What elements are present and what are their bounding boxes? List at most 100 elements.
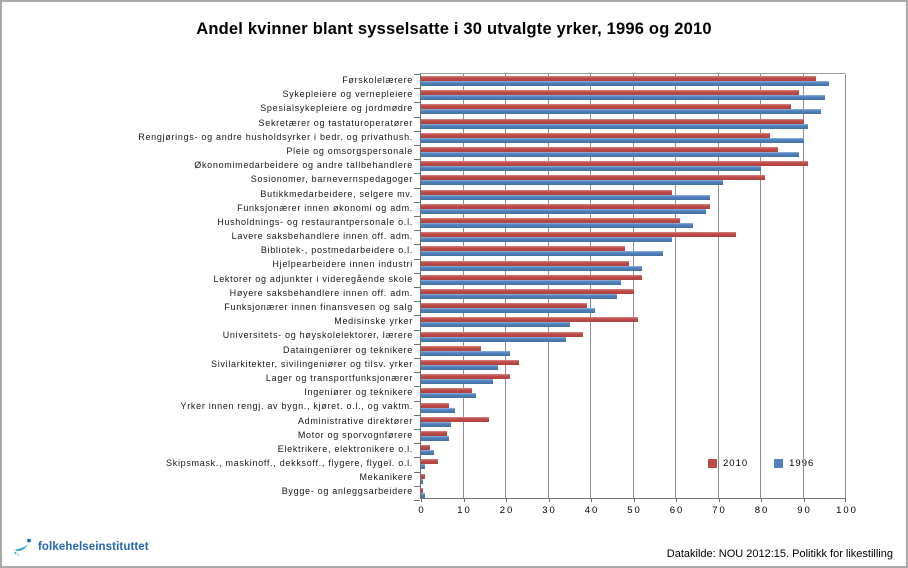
y-axis-tick	[414, 485, 420, 487]
fhi-logo-text: folkehelseinstituttet	[38, 541, 149, 553]
y-axis-tick	[414, 443, 420, 445]
bar-1996	[421, 223, 693, 228]
legend-item-2010: 2010	[708, 458, 748, 469]
x-axis-tick	[633, 498, 635, 502]
y-axis-tick	[414, 386, 420, 388]
x-axis-tick-label: 80	[754, 505, 770, 516]
bar-1996	[421, 194, 710, 200]
bar-2010	[421, 388, 472, 394]
gridline	[505, 74, 506, 498]
bar-2010	[421, 487, 424, 493]
bar-1996	[421, 251, 664, 257]
x-axis-tick	[718, 498, 720, 502]
category-label: Hjelpearbeidere innen industri	[272, 259, 413, 270]
x-axis-tick-label: 90	[797, 505, 812, 516]
x-axis-tick-label: 50	[627, 505, 642, 516]
bar-1996	[421, 308, 596, 314]
category-label: Dataingeniører og teknikere	[283, 344, 413, 355]
gridline	[462, 74, 464, 498]
category-label: Sekretærer og tastaturoperatører	[258, 117, 413, 128]
y-axis-tick	[414, 244, 420, 246]
bar-1996	[421, 478, 424, 484]
bar-2010	[421, 118, 804, 124]
category-label: Funksjonærer innen økonomi og adm.	[237, 202, 413, 213]
category-label: Butikkmedarbeidere, selgere mv.	[260, 188, 413, 199]
category-label: Husholdnings- og restaurantpersonale o.l…	[217, 216, 413, 227]
category-label: Sivilarkitekter, sivilingeniører og tils…	[211, 358, 413, 369]
bar-2010	[421, 203, 710, 209]
y-axis-tick	[414, 414, 420, 416]
gridline	[547, 74, 549, 498]
category-label: Funksjonærer innen finansvesen og salg	[224, 302, 413, 312]
fhi-logo-icon	[14, 538, 31, 556]
y-axis-tick	[414, 102, 420, 104]
bar-1996	[421, 393, 477, 399]
x-axis-tick	[548, 498, 550, 502]
bar-1996	[421, 322, 570, 328]
bar-2010	[421, 402, 449, 408]
y-axis-tick	[414, 500, 420, 501]
gridline	[717, 74, 719, 498]
gridline	[845, 74, 846, 498]
category-label: Skipsmask., maskinoff., dekksoff., flyge…	[166, 458, 413, 469]
x-axis-tick	[803, 498, 805, 502]
bar-2010	[421, 76, 817, 81]
category-labels: Førskolelærere Sykepleiere og vernepleier…	[2, 73, 413, 499]
x-axis-tick	[761, 498, 762, 502]
y-axis-tick	[414, 315, 420, 317]
x-axis-tick-label: 60	[669, 505, 685, 516]
bar-2010	[421, 175, 766, 181]
x-axis-tick-label: 40	[584, 505, 600, 516]
category-label: Førskolelærere	[342, 75, 413, 85]
bar-2010	[421, 473, 426, 479]
x-axis-tick-label: 100	[836, 505, 858, 516]
fhi-logo: folkehelseinstituttet	[13, 536, 149, 558]
y-axis-tick	[414, 372, 420, 374]
x-axis-tick	[463, 498, 465, 502]
bar-1996	[421, 81, 829, 86]
x-axis-tick	[591, 498, 592, 502]
x-axis-tick-label: 20	[499, 505, 515, 516]
bar-2010	[421, 360, 519, 365]
bar-1996	[421, 450, 434, 456]
category-label: Administrative direktører	[297, 415, 413, 426]
category-label: Ingeniører og teknikere	[304, 387, 413, 398]
gridline	[675, 74, 676, 498]
bar-1996	[421, 436, 449, 441]
legend: 2010 1996	[708, 458, 814, 469]
x-axis-tick-label: 0	[418, 505, 426, 516]
y-axis-tick	[414, 74, 420, 75]
y-axis-tick	[414, 130, 420, 132]
gridline	[590, 74, 591, 498]
bar-1996	[421, 95, 825, 101]
category-label: Sosionomer, barnevernspedagoger	[250, 174, 413, 185]
bar-1996	[421, 379, 494, 385]
category-label: Lager og transportfunksjonærer	[265, 372, 413, 383]
bar-2010	[421, 218, 681, 223]
y-axis-tick	[414, 173, 420, 175]
category-label: Lektorer og adjunkter i videregående sko…	[213, 273, 413, 284]
y-axis-tick	[414, 187, 420, 189]
y-axis-tick	[414, 159, 420, 161]
y-axis-tick	[414, 429, 420, 430]
bar-2010	[421, 132, 770, 138]
bar-1996	[421, 166, 761, 172]
bar-1996	[421, 492, 426, 498]
x-axis-tick	[421, 498, 422, 502]
x-axis-tick-label: 70	[712, 505, 727, 516]
bar-2010	[421, 445, 430, 451]
bar-2010	[421, 416, 489, 422]
bar-1996	[421, 279, 621, 285]
category-label: Rengjørings- og andre husholdsyrker i be…	[138, 131, 413, 142]
bar-2010	[421, 161, 808, 167]
category-label: Mekanikere	[359, 472, 413, 483]
category-label: Yrker innen rengj. av bygn., kjøret. o.l…	[180, 401, 413, 412]
y-axis-tick	[414, 329, 420, 331]
category-label: Motor og sporvognførere	[297, 429, 413, 440]
category-label: Bibliotek-, postmedarbeidere o.l.	[260, 245, 413, 256]
bar-1996	[421, 421, 451, 427]
bar-2010	[421, 459, 438, 465]
bar-1996	[421, 464, 426, 470]
x-axis-tick	[845, 498, 846, 502]
y-axis-tick	[414, 301, 420, 303]
